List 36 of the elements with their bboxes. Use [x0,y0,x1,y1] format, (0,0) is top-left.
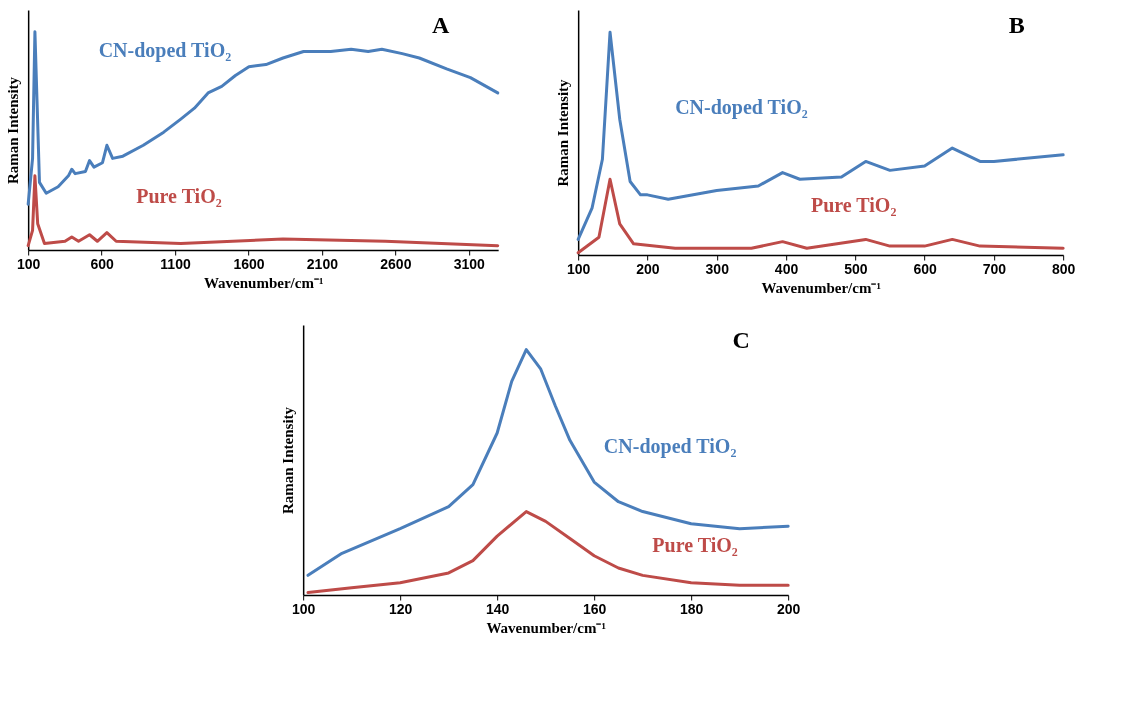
x-tick-label: 800 [1051,260,1076,277]
x-axis-title: Wavenumber/cm⁻¹ [761,279,881,296]
x-tick-label: 700 [982,260,1007,277]
x-tick-label: 100 [566,260,591,277]
y-axis-title: Raman Intensity [554,78,571,187]
series-label: Pure TiO₂ [652,534,738,557]
y-axis-title: Raman Intensity [4,76,21,185]
x-tick-label: 200 [776,600,801,617]
x-tick-label: 180 [679,600,704,617]
x-tick-label: 1100 [160,255,191,272]
x-tick-label: 300 [705,260,730,277]
x-axis-title: Wavenumber/cm⁻¹ [486,619,606,636]
series-label: Pure TiO₂ [136,185,222,208]
series-label: CN-doped TiO₂ [98,38,232,62]
x-tick-label: 2600 [380,255,412,272]
chart-title: C [732,327,750,353]
chart-title: B [1008,12,1025,38]
x-axis-title: Wavenumber/cm⁻¹ [203,274,324,291]
x-tick-label: 600 [913,260,937,277]
x-tick-label: 2100 [306,255,339,272]
x-tick-label: 140 [485,600,510,617]
x-tick-label: 3100 [453,255,486,272]
x-tick-label: 100 [16,255,41,272]
x-tick-label: 120 [388,600,413,617]
series-label: Pure TiO₂ [810,194,897,216]
x-tick-label: 160 [582,600,607,617]
text: CN-doped TiO₂ [675,96,808,119]
x-tick-label: 1600 [233,255,265,272]
chart-title: A [431,12,450,38]
x-tick-label: 400 [774,260,799,277]
x-tick-label: 500 [844,260,868,277]
x-tick-label: 600 [90,255,114,272]
x-tick-label: 100 [291,600,316,617]
series-label: CN-doped TiO₂ [603,434,737,458]
x-tick-label: 200 [636,260,660,277]
y-axis-title: Raman Intensity [279,406,296,515]
